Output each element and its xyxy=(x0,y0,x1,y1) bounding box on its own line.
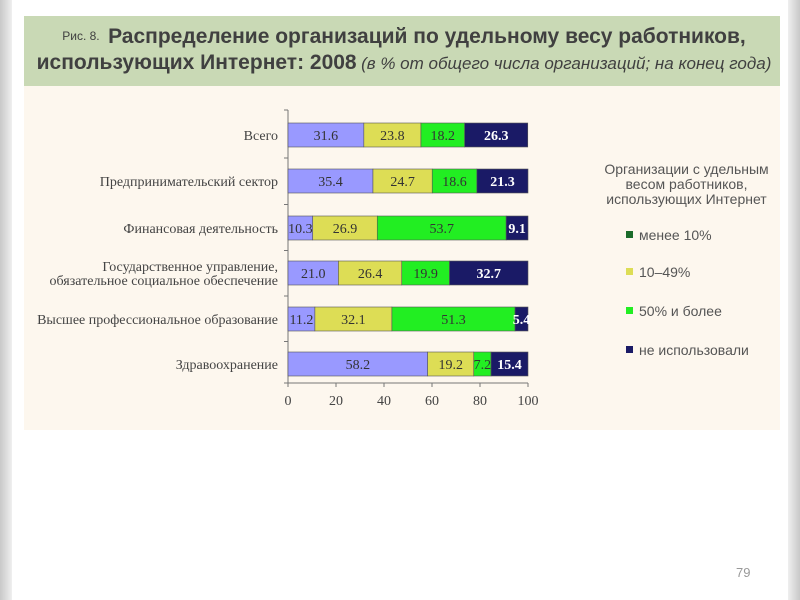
data-label-4-2: 51.3 xyxy=(441,313,466,328)
bar-segment-4-3 xyxy=(514,306,529,332)
data-label-5-3: 15.4 xyxy=(497,358,522,373)
legend-label-2: 10–49% xyxy=(639,264,691,280)
x-tick-label-5: 100 xyxy=(518,394,539,409)
legend-swatch-4 xyxy=(626,346,633,353)
data-label-3-0: 21.0 xyxy=(301,267,326,282)
x-tick-label-4: 80 xyxy=(473,394,487,409)
bar-segment-0-3 xyxy=(464,122,529,148)
data-label-4-3: 5.4 xyxy=(513,313,531,328)
bar-segment-0-0 xyxy=(287,122,365,148)
data-label-0-0: 31.6 xyxy=(314,129,339,144)
legend-swatch-3 xyxy=(626,307,633,314)
bar-segment-5-0 xyxy=(287,351,428,377)
x-tick-label-0: 0 xyxy=(285,394,292,409)
category-label-2: Финансовая деятельность xyxy=(123,222,278,237)
data-label-2-2: 53.7 xyxy=(429,222,454,237)
legend-item-2: 10–49% xyxy=(626,264,690,280)
data-label-1-2: 18.6 xyxy=(442,175,467,190)
data-label-0-3: 26.3 xyxy=(484,129,509,144)
slide-frame-left xyxy=(0,0,12,600)
slide-title: Рис. 8. Распределение организаций по уде… xyxy=(34,24,774,77)
bar-segment-2-3 xyxy=(505,215,529,241)
title-main: Распределение организаций по удельному в… xyxy=(36,25,746,74)
data-label-3-1: 26.4 xyxy=(358,267,383,282)
bar-segment-5-3 xyxy=(490,351,529,377)
data-label-5-0: 58.2 xyxy=(346,358,371,373)
bar-segment-2-0 xyxy=(287,215,314,241)
bar-segment-4-2 xyxy=(391,306,516,332)
data-label-0-1: 23.8 xyxy=(380,129,405,144)
legend-item-1: менее 10% xyxy=(626,227,712,243)
data-label-3-3: 32.7 xyxy=(477,267,502,282)
data-label-4-1: 32.1 xyxy=(341,313,366,328)
bar-segment-0-2 xyxy=(420,122,465,148)
legend-label-3: 50% и более xyxy=(639,303,722,319)
figure-label: Рис. 8. xyxy=(62,29,100,43)
slide: Рис. 8. Распределение организаций по уде… xyxy=(24,16,780,430)
legend-label-4: не использовали xyxy=(639,342,749,358)
bar-segment-1-0 xyxy=(287,168,374,194)
category-label-3-line-1: обязательное социальное обеспечение xyxy=(50,274,278,289)
title-bar xyxy=(24,16,780,86)
slide-frame-right xyxy=(788,0,800,600)
data-label-2-3: 9.1 xyxy=(508,222,525,237)
legend-swatch-2 xyxy=(626,268,633,275)
legend-label-1: менее 10% xyxy=(639,227,712,243)
data-label-5-2: 7.2 xyxy=(474,358,492,373)
data-label-5-1: 19.2 xyxy=(438,358,463,373)
data-label-1-1: 24.7 xyxy=(390,175,415,190)
bar-segment-2-2 xyxy=(376,215,507,241)
category-label-3-line-0: Государственное управление, xyxy=(102,260,278,275)
x-tick-label-2: 40 xyxy=(377,394,391,409)
title-subtitle: (в % от общего числа организаций; на кон… xyxy=(361,54,772,73)
x-tick-label-3: 60 xyxy=(425,394,439,409)
data-label-4-0: 11.2 xyxy=(289,313,313,328)
data-label-2-1: 26.9 xyxy=(333,222,358,237)
data-label-2-0: 10.3 xyxy=(288,222,313,237)
bar-segment-3-3 xyxy=(449,260,529,286)
data-label-1-0: 35.4 xyxy=(318,175,343,190)
data-label-1-3: 21.3 xyxy=(490,175,515,190)
legend-item-3: 50% и более xyxy=(626,303,722,319)
legend-swatch-1 xyxy=(626,231,633,238)
category-label-4: Высшее профессиональное образование xyxy=(37,313,278,328)
bar-segment-2-1 xyxy=(312,215,378,241)
category-label-0: Всего xyxy=(244,129,278,144)
data-label-3-2: 19.9 xyxy=(413,267,438,282)
bar-segment-1-1 xyxy=(372,168,433,194)
bar-segment-1-3 xyxy=(476,168,529,194)
bar-segment-1-2 xyxy=(431,168,478,194)
page-number: 79 xyxy=(736,565,751,580)
bar-segment-3-1 xyxy=(338,260,403,286)
category-label-1: Предпринимательский сектор xyxy=(100,175,278,190)
legend-title: Организации с удельным весом работников,… xyxy=(604,161,769,207)
bar-segment-5-1 xyxy=(427,351,475,377)
stacked-bar-chart: 0 20 40 60 80 100 Всего Предпринимательский сек… xyxy=(37,109,539,409)
data-label-0-2: 18.2 xyxy=(431,129,456,144)
category-label-5: Здравоохранение xyxy=(176,358,278,373)
legend-item-4: не использовали xyxy=(626,342,749,358)
x-tick-label-1: 20 xyxy=(329,394,343,409)
bar-segment-3-0 xyxy=(287,260,339,286)
